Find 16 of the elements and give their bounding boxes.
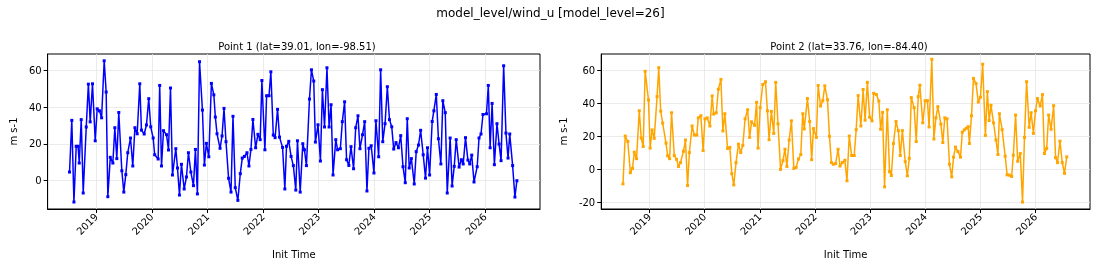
y-tick-label: 0 xyxy=(35,175,42,187)
text: model_level/wind_u [model_level=26] xyxy=(435,6,666,20)
y-tick-label: 40 xyxy=(582,98,596,110)
y-tick-label: 20 xyxy=(28,138,42,150)
y-tick-label: 20 xyxy=(582,131,596,143)
y-axis-title: m s-1 xyxy=(7,117,19,146)
y-tick-label: 60 xyxy=(28,64,42,76)
y-tick-label: 40 xyxy=(28,101,42,113)
y-tick-label: 0 xyxy=(588,164,596,176)
y-tick-label: 60 xyxy=(582,65,596,77)
x-axis-title: Init Time xyxy=(271,248,316,260)
x-axis-title: Init Time xyxy=(823,248,868,260)
chart-title: Point 2 (lat=33.76, lon=-84.40) xyxy=(770,40,928,52)
y-axis-title: m s-1 xyxy=(557,117,569,146)
chart-title: Point 1 (lat=39.01, lon=-98.51) xyxy=(218,40,376,52)
y-tick-label: -20 xyxy=(578,197,596,209)
